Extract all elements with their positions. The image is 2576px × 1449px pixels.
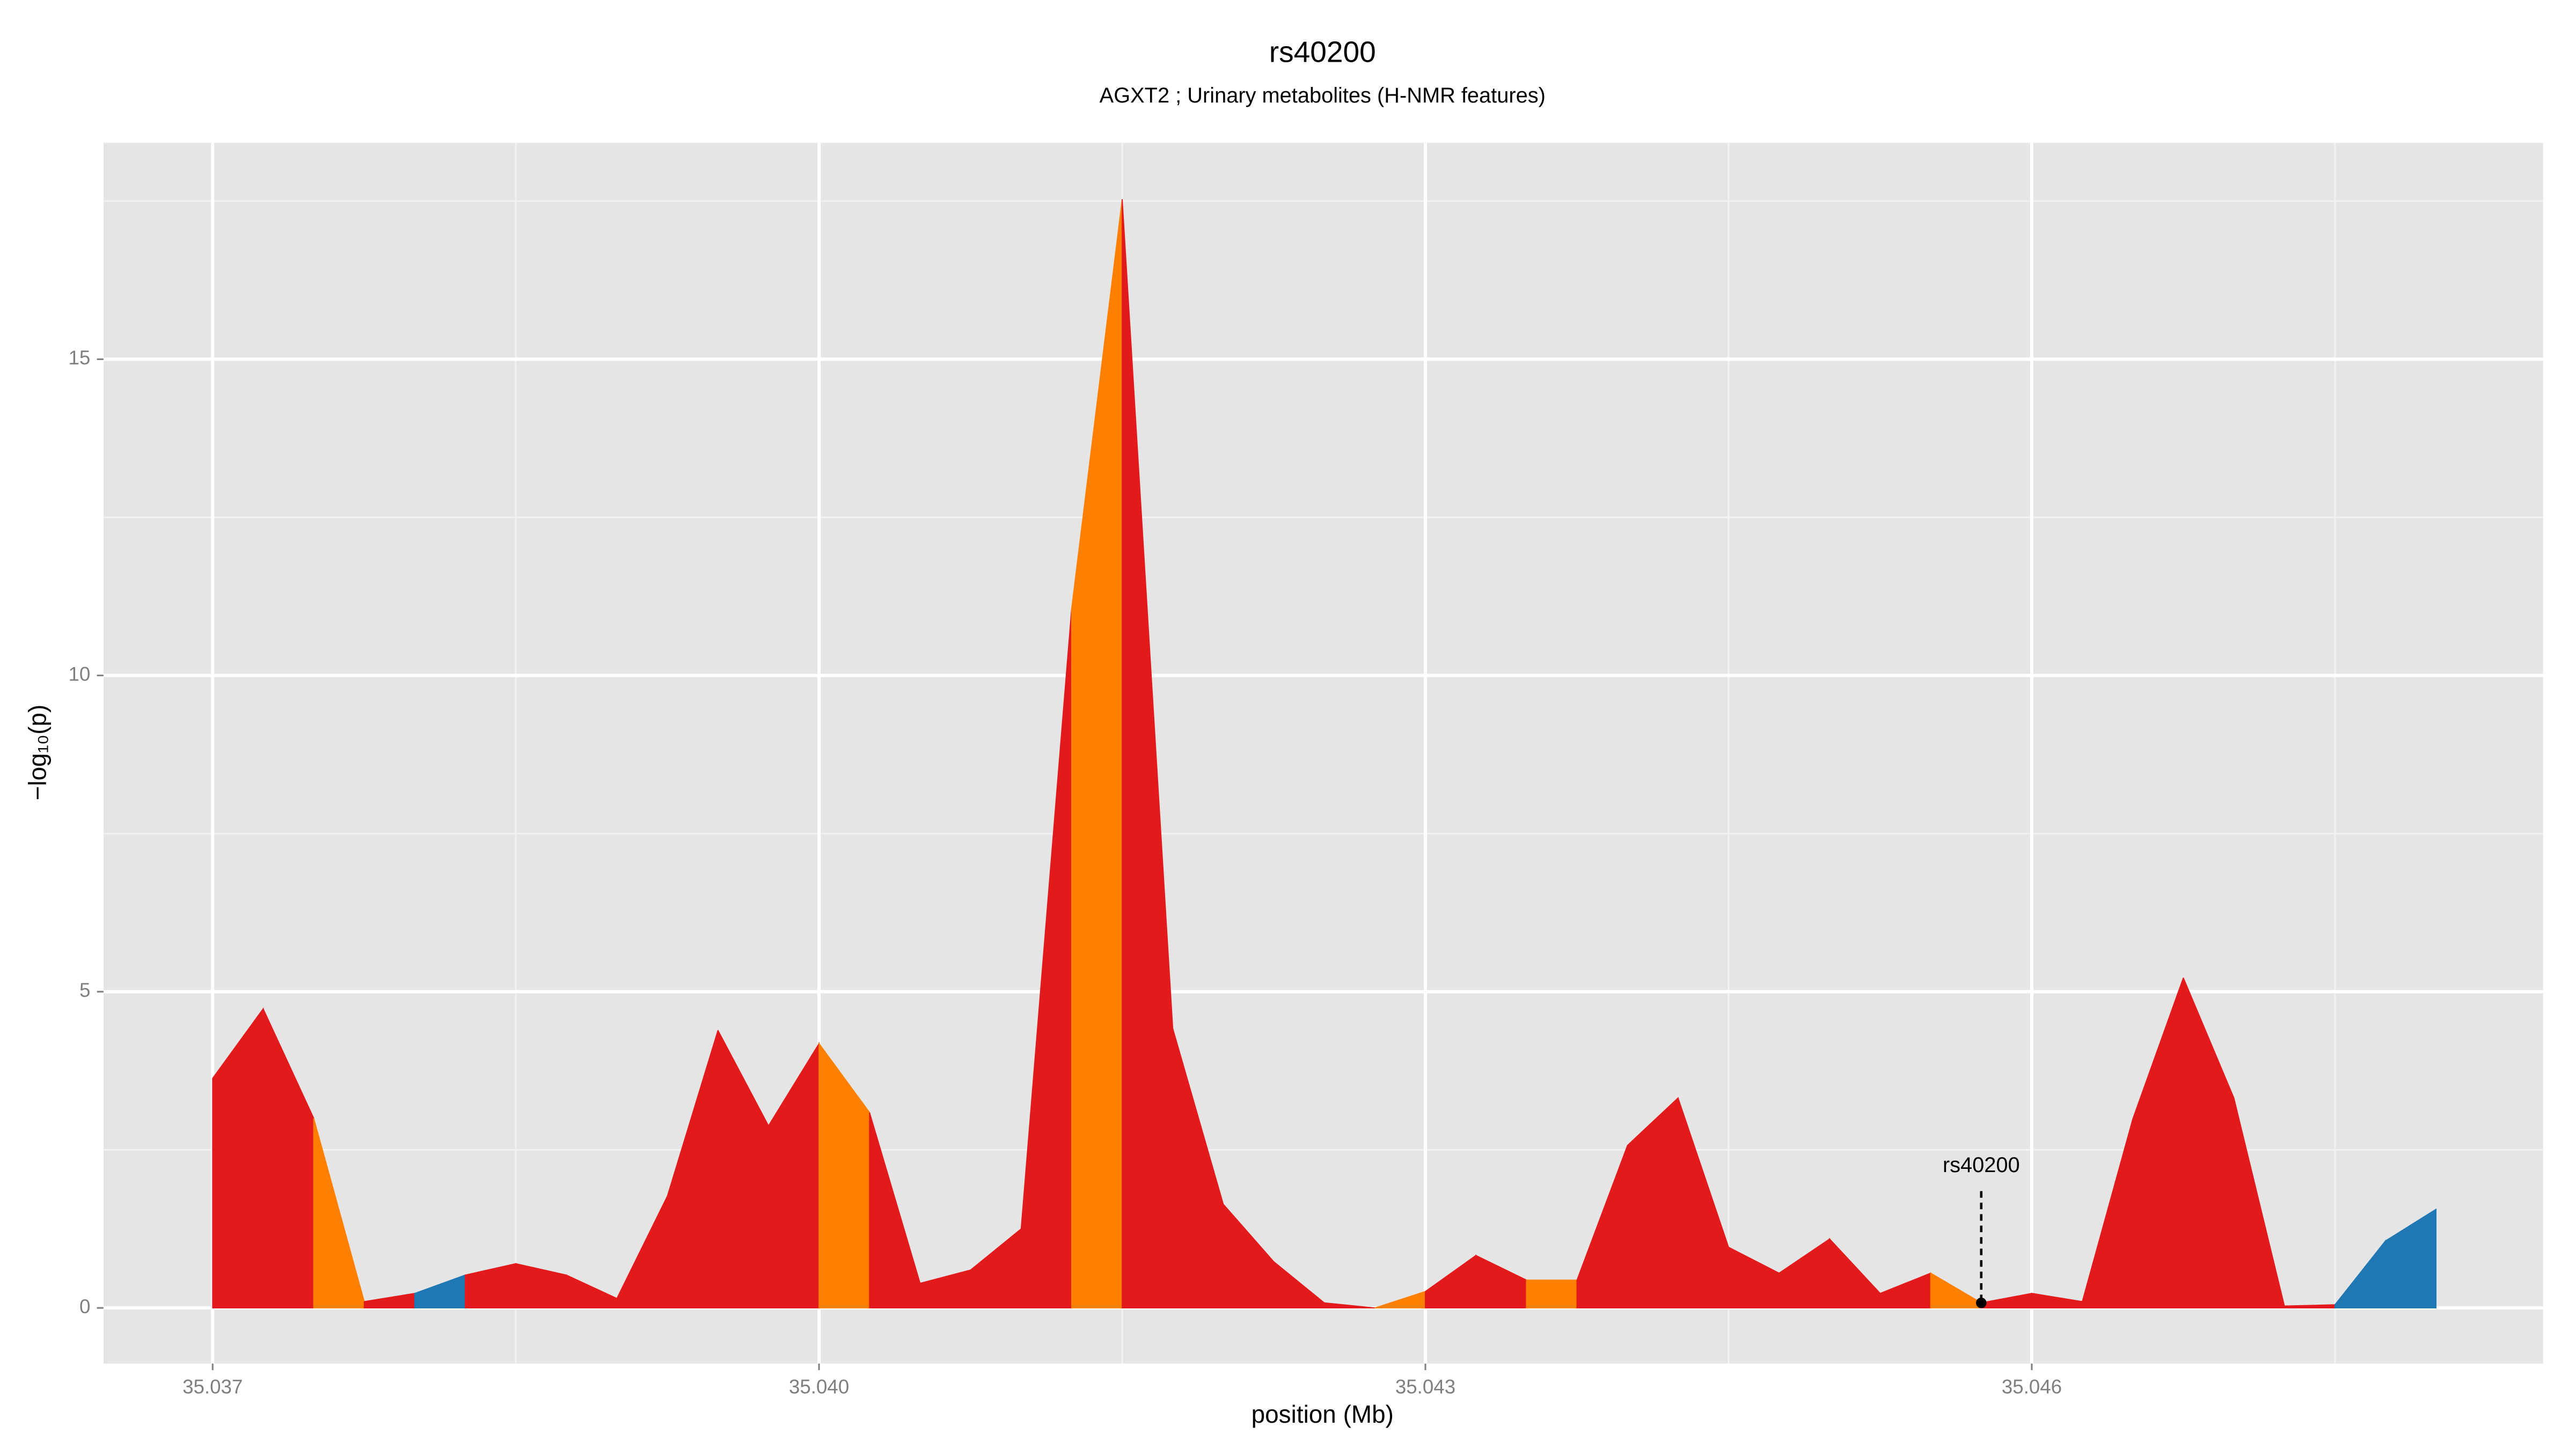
y-tick-label: 0 xyxy=(79,1296,90,1318)
area-segment xyxy=(2385,1208,2437,1309)
annotation-label: rs40200 xyxy=(1943,1153,2020,1177)
marks: rs40200 xyxy=(212,199,2437,1309)
y-tick-label: 10 xyxy=(69,663,91,685)
y-tick-label: 5 xyxy=(79,979,90,1001)
y-axis-label: −log₁₀(p) xyxy=(24,705,52,801)
chart-subtitle: AGXT2 ; Urinary metabolites (H-NMR featu… xyxy=(1100,84,1546,107)
x-tick-label: 35.043 xyxy=(1395,1375,1455,1397)
x-tick-label: 35.040 xyxy=(789,1375,849,1397)
y-tick-label: 15 xyxy=(69,347,91,369)
annotation-point xyxy=(1975,1297,1987,1308)
x-tick-label: 35.037 xyxy=(182,1375,243,1397)
chart-title: rs40200 xyxy=(1269,35,1376,69)
area-segment xyxy=(1323,1302,1375,1309)
area-segment xyxy=(1526,1279,1578,1309)
x-tick-label: 35.046 xyxy=(2002,1375,2062,1397)
x-axis-label: position (Mb) xyxy=(1252,1400,1394,1428)
